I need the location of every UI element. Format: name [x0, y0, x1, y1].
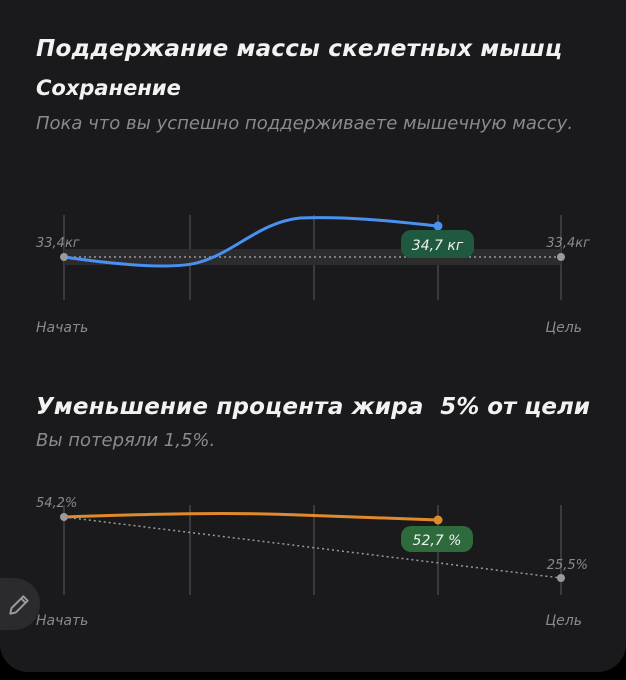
fat-section-title: Уменьшение процента жира: [36, 394, 424, 420]
start-value-label: 54,2%: [36, 496, 77, 511]
muscle-trend-line: [62, 216, 440, 268]
muscle-status: Сохранение: [36, 76, 181, 100]
muscle-description: Пока что вы успешно поддерживаете мышечн…: [36, 113, 574, 134]
goal-point: [557, 253, 565, 261]
fat-trend-line: [62, 512, 440, 522]
start-point: [60, 253, 68, 261]
goal-value-label: 33,4кг: [546, 236, 590, 251]
fat-description: Вы потеряли 1,5%.: [36, 430, 216, 451]
muscle-section-title: Поддержание массы скелетных мышц: [36, 36, 563, 62]
muscle-progress-chart: 33,4кг 33,4кг 34,7 кг Начать Цель: [36, 215, 590, 336]
current-point: [433, 515, 443, 525]
fat-goal-percent: 5% от цели: [440, 394, 590, 420]
target-band: [64, 249, 561, 265]
start-caption: Начать: [36, 613, 88, 629]
goal-value-label: 25,5%: [547, 558, 588, 573]
start-caption: Начать: [36, 320, 88, 336]
current-value-label: 52,7 %: [413, 533, 462, 549]
pencil-icon: [9, 595, 29, 615]
goal-point: [557, 574, 565, 582]
goal-caption: Цель: [545, 320, 582, 336]
target-dotted-line: [63, 516, 562, 579]
edit-button[interactable]: [0, 578, 40, 630]
current-value-badge: [401, 526, 473, 552]
fat-progress-chart: 54,2% 25,5% 52,7 % Начать Цель: [36, 496, 588, 629]
current-value-label: 34,7 кг: [412, 238, 464, 254]
goal-caption: Цель: [545, 613, 582, 629]
start-value-label: 33,4кг: [36, 236, 80, 251]
current-value-badge: [401, 230, 474, 258]
current-point: [433, 221, 443, 231]
start-point: [60, 513, 68, 521]
